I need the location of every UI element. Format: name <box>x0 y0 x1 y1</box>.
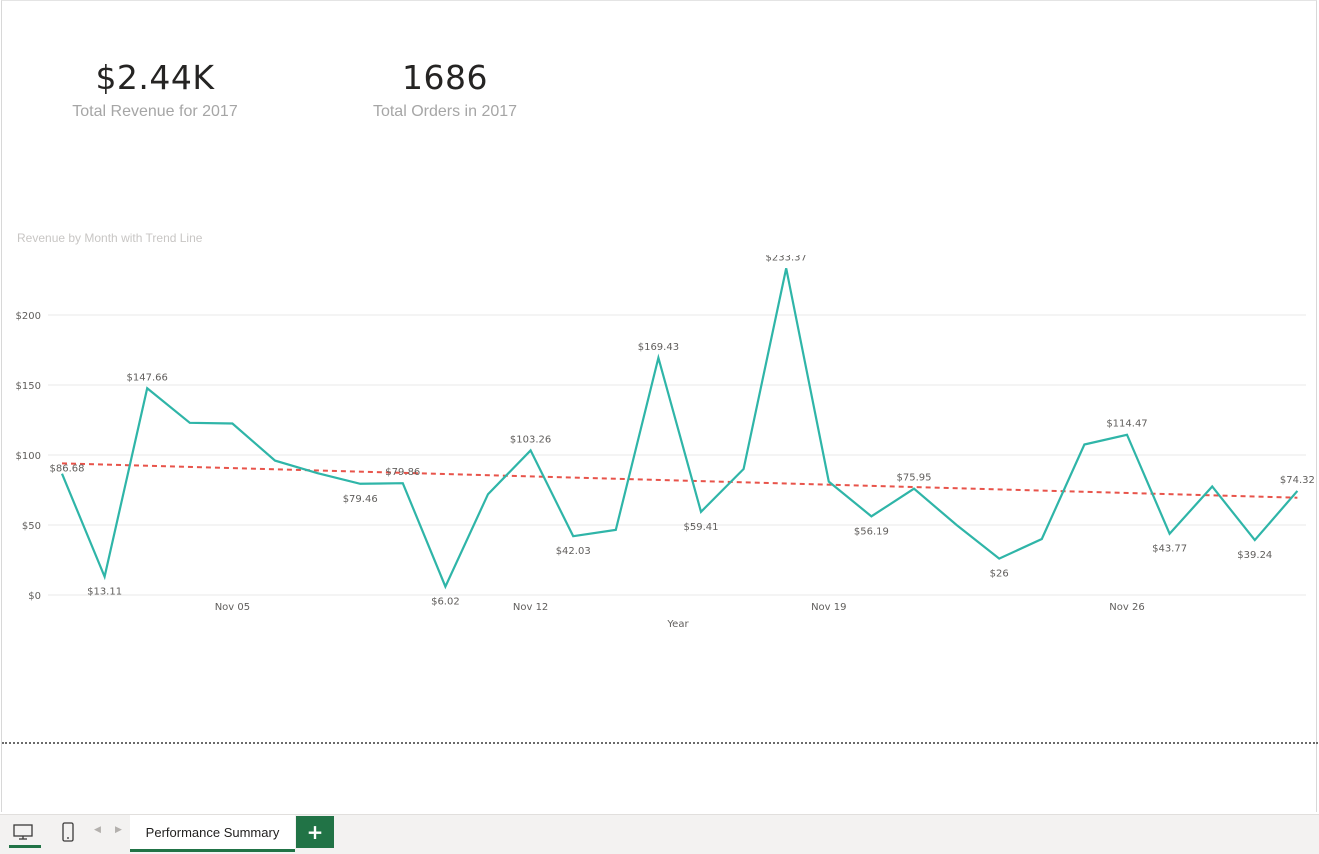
data-label: $79.46 <box>343 494 378 505</box>
kpi-revenue-label: Total Revenue for 2017 <box>72 103 238 120</box>
monitor-icon <box>13 824 33 840</box>
x-tick-label: Nov 05 <box>215 602 250 613</box>
add-page-button[interactable]: + <box>296 816 334 848</box>
revenue-series-line <box>60 268 1299 590</box>
page-tab-bar: ◀ ▶ Performance Summary + <box>0 814 1319 854</box>
tab-performance-summary[interactable]: Performance Summary <box>130 815 295 852</box>
y-tick-label: $100 <box>16 451 41 462</box>
y-tick-label: $200 <box>16 311 41 322</box>
data-label: $74.32 <box>1280 475 1315 486</box>
data-label: $147.66 <box>127 372 168 383</box>
desktop-view-button[interactable] <box>7 818 41 848</box>
previous-page-arrow-icon[interactable]: ◀ <box>94 825 101 835</box>
data-label: $56.19 <box>854 526 889 537</box>
y-tick-label: $0 <box>28 591 41 602</box>
data-label: $39.24 <box>1237 550 1272 561</box>
kpi-revenue-value: $2.44K <box>95 58 215 97</box>
next-page-arrow-icon[interactable]: ▶ <box>115 825 122 835</box>
phone-icon <box>62 822 74 842</box>
kpi-orders-label: Total Orders in 2017 <box>372 103 518 120</box>
x-tick-label: Nov 26 <box>1109 602 1144 613</box>
x-axis-label: Year <box>666 619 689 630</box>
y-tick-label: $150 <box>16 381 41 392</box>
data-label: $43.77 <box>1152 544 1187 555</box>
data-label: $86.68 <box>50 464 85 475</box>
page-boundary-line <box>2 742 1318 744</box>
chart-title: Revenue by Month with Trend Line <box>17 231 203 245</box>
data-label: $103.26 <box>510 434 551 445</box>
data-label: $6.02 <box>431 597 460 608</box>
kpi-card-revenue[interactable]: $2.44K Total Revenue for 2017 <box>55 58 255 121</box>
kpi-card-orders[interactable]: 1686 Total Orders in 2017 <box>345 58 545 121</box>
x-tick-label: Nov 19 <box>811 602 846 613</box>
data-label: $13.11 <box>87 587 122 598</box>
revenue-line-chart[interactable]: $0 $50 $100 $150 $200 Nov 05 Nov 12 Nov 19 Nov 2… <box>0 255 1319 645</box>
x-tick-label: Nov 12 <box>513 602 548 613</box>
data-label: $114.47 <box>1106 419 1147 430</box>
kpi-orders-value: 1686 <box>402 58 488 97</box>
data-label: $26 <box>990 569 1009 580</box>
data-label: $79.86 <box>385 467 420 478</box>
data-label: $75.95 <box>897 473 932 484</box>
y-tick-label: $50 <box>22 521 41 532</box>
trend-line <box>61 462 1298 499</box>
data-label: $42.03 <box>556 546 591 557</box>
data-label: $169.43 <box>638 342 679 353</box>
data-label: $233.37 <box>766 255 807 263</box>
phone-view-button[interactable] <box>52 818 84 846</box>
data-label: $59.41 <box>684 522 719 533</box>
report-canvas <box>1 0 1317 812</box>
